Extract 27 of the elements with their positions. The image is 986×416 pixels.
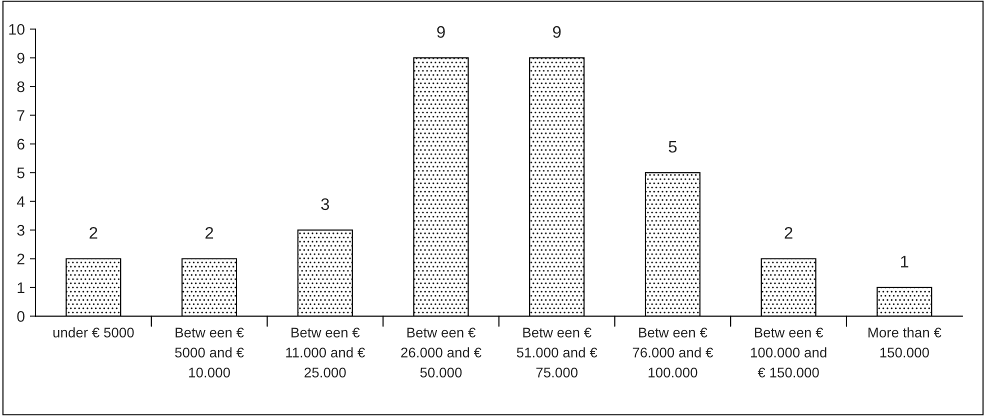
y-tick-label: 7: [17, 110, 24, 121]
y-tick-label: 2: [17, 254, 24, 264]
data-label: 9: [552, 26, 561, 38]
y-tick-label: 9: [17, 52, 24, 64]
x-tick-label: Betw een € 76.000 and € 100.000: [632, 328, 714, 378]
data-label: 3: [321, 198, 330, 210]
data-label: 2: [90, 226, 98, 239]
x-tick-label: Betw een € 51.000 and € 75.000: [516, 328, 598, 378]
y-tick-label: 5: [17, 168, 24, 178]
y-tick-label: 10: [9, 24, 24, 35]
data-label: 5: [668, 141, 677, 153]
y-tick-label: 3: [17, 224, 24, 236]
y-tick-label: 8: [17, 81, 24, 92]
x-tick-label: Betw een € 100.000 and € 150.000: [751, 328, 826, 378]
data-label: 2: [784, 226, 792, 239]
x-tick-label: Betw een € 11.000 and € 25.000: [286, 328, 365, 378]
y-tick-label: 4: [16, 196, 25, 207]
data-label: 2: [205, 226, 214, 239]
x-tick-label: More than € 150.000: [868, 327, 942, 358]
data-label: 1: [901, 256, 908, 268]
y-tick-label: 0: [17, 311, 24, 322]
y-tick-label: 1: [18, 282, 24, 293]
x-tick-label: Betw een € 26.000 and € 50.000: [401, 328, 482, 378]
x-tick-label: Betw een € 5000 and € 10.000: [175, 328, 244, 378]
x-tick-label: under € 5000: [53, 327, 134, 338]
data-label: 9: [437, 26, 445, 38]
y-tick-label: 6: [17, 138, 24, 150]
